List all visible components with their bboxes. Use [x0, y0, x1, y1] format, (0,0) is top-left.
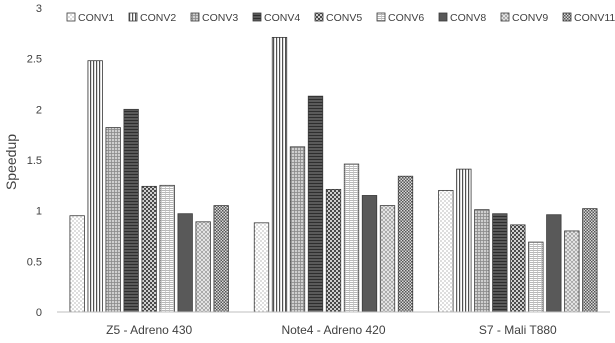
bar-conv5-2	[510, 224, 526, 313]
bar-conv9-1	[379, 205, 396, 313]
bar-conv5-1	[325, 188, 342, 313]
legend-swatch-conv5	[314, 12, 324, 22]
bar-conv9-0	[195, 221, 211, 313]
legend-swatch-conv6	[376, 12, 386, 22]
y-tick-label: 3	[36, 3, 42, 15]
legend-swatch-conv11	[562, 12, 572, 22]
bar-conv8-0	[177, 213, 193, 313]
bar-conv2-0	[87, 60, 103, 313]
y-axis-label: Speedup	[3, 134, 19, 190]
x-category-label: Note4 - Adreno 420	[281, 323, 385, 337]
y-tick-label: 0	[36, 307, 42, 319]
y-tick-label: 1	[36, 206, 42, 218]
x-axis: Z5 - Adreno 430 Note4 - Adreno 420 S7 - Ma…	[57, 311, 610, 337]
legend-swatch-conv9	[500, 12, 510, 22]
bar-conv9-2	[564, 230, 580, 313]
bar-conv5-0	[141, 185, 157, 313]
legend: CONV1 CONV2 CONV3 CONV4 CONV5 CONV6 CONV8 CONV9…	[66, 12, 615, 24]
x-category-label: Z5 - Adreno 430	[106, 323, 192, 337]
legend-label-conv4: CONV4	[264, 12, 300, 24]
bar-conv4-2	[492, 213, 508, 313]
legend-label-conv5: CONV5	[326, 12, 362, 24]
bar-conv3-2	[474, 209, 490, 313]
bar-conv6-1	[343, 163, 360, 313]
bar-conv3-0	[105, 127, 121, 313]
bar-conv6-0	[159, 184, 175, 313]
bar-conv4-1	[307, 95, 324, 313]
x-category-label: S7 - Mali T880	[479, 323, 557, 337]
legend-swatch-conv3	[190, 12, 200, 22]
legend-label-conv3: CONV3	[202, 12, 238, 24]
bar-conv1-0	[69, 215, 85, 313]
legend-swatch-conv2	[128, 12, 138, 22]
y-tick-label: 2.5	[27, 54, 42, 66]
bar-conv6-2	[528, 241, 544, 313]
bar-conv11-2	[582, 208, 598, 313]
y-tick-label: 0.5	[27, 256, 42, 268]
legend-label-conv2: CONV2	[140, 12, 176, 24]
legend-label-conv8: CONV8	[450, 12, 486, 24]
bar-conv1-2	[438, 189, 454, 313]
legend-swatch-conv8	[438, 12, 448, 22]
legend-swatch-conv4	[252, 12, 262, 22]
bar-conv8-2	[546, 214, 562, 313]
y-axis: 0 0.5 1 1.5 2 2.5 3	[27, 3, 42, 319]
bar-conv4-0	[123, 108, 139, 313]
bar-conv11-1	[397, 175, 414, 313]
bar-conv2-1	[271, 36, 288, 313]
bar-conv3-1	[289, 146, 306, 313]
bar-conv8-1	[361, 195, 378, 313]
bar-conv2-2	[456, 168, 472, 313]
legend-label-conv6: CONV6	[388, 12, 424, 24]
bar-conv11-0	[213, 205, 229, 313]
legend-label-conv11: CONV11	[574, 12, 615, 24]
y-tick-label: 1.5	[27, 155, 42, 167]
bars	[69, 36, 598, 313]
legend-swatch-conv1	[66, 12, 76, 22]
y-tick-label: 2	[36, 104, 42, 116]
legend-label-conv9: CONV9	[512, 12, 548, 24]
legend-label-conv1: CONV1	[78, 12, 114, 24]
bar-conv1-1	[253, 222, 270, 313]
